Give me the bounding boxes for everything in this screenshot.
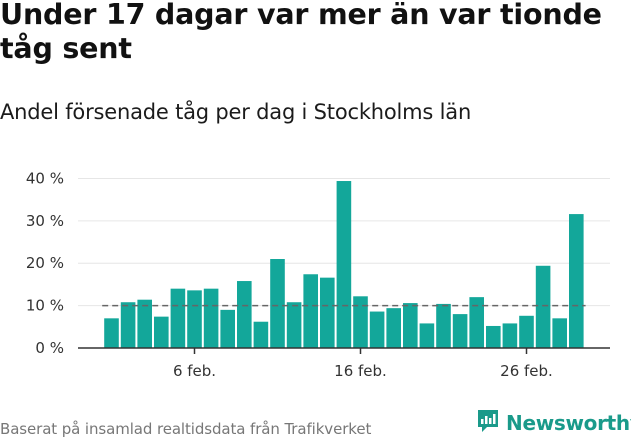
axes: 0 % 10 % 20 % 30 % 40 % 6 feb. 16 feb. 26 feb. bbox=[26, 169, 610, 380]
bar bbox=[569, 214, 584, 348]
x-tick-label: 16 feb. bbox=[334, 362, 387, 380]
bar bbox=[386, 308, 401, 348]
source-footer: Baserat på insamlad realtidsdata från Tr… bbox=[0, 420, 372, 438]
bar bbox=[203, 288, 219, 348]
bar bbox=[486, 325, 501, 348]
bar bbox=[137, 299, 152, 348]
bars bbox=[104, 181, 584, 348]
bar bbox=[220, 309, 235, 348]
bar bbox=[336, 181, 352, 348]
y-tick-label: 20 % bbox=[26, 254, 64, 272]
brand-name: Newsworthy bbox=[506, 411, 631, 435]
chart-title: Under 17 dagar var mer än var tionde tåg… bbox=[0, 0, 602, 65]
bar bbox=[320, 277, 335, 348]
newsworthy-logo-icon bbox=[476, 408, 500, 438]
y-tick-label: 10 % bbox=[26, 297, 64, 315]
bar bbox=[253, 321, 269, 348]
bar bbox=[519, 315, 534, 348]
bar bbox=[237, 281, 252, 348]
bar bbox=[552, 318, 567, 348]
bar bbox=[469, 297, 484, 348]
x-tick-label: 26 feb. bbox=[500, 362, 553, 380]
bar bbox=[303, 274, 318, 348]
bar bbox=[353, 296, 368, 348]
bar bbox=[452, 314, 468, 348]
y-tick-label: 40 % bbox=[26, 169, 64, 187]
x-tick-label: 6 feb. bbox=[173, 362, 216, 380]
bar bbox=[270, 259, 285, 348]
bar bbox=[403, 303, 418, 348]
y-tick-label: 0 % bbox=[35, 339, 64, 357]
bar bbox=[104, 318, 119, 348]
brand-logo[interactable]: Newsworthy bbox=[476, 408, 631, 438]
bar bbox=[170, 288, 186, 348]
bar bbox=[535, 265, 551, 348]
bar bbox=[419, 323, 435, 348]
y-tick-label: 30 % bbox=[26, 212, 64, 230]
bar bbox=[120, 302, 136, 348]
bar bbox=[154, 316, 169, 348]
bar bbox=[369, 311, 385, 348]
bar bbox=[502, 323, 518, 348]
bar bbox=[436, 303, 451, 348]
bar bbox=[187, 290, 202, 348]
bar bbox=[286, 302, 302, 348]
chart-subtitle: Andel försenade tåg per dag i Stockholms… bbox=[0, 100, 472, 124]
